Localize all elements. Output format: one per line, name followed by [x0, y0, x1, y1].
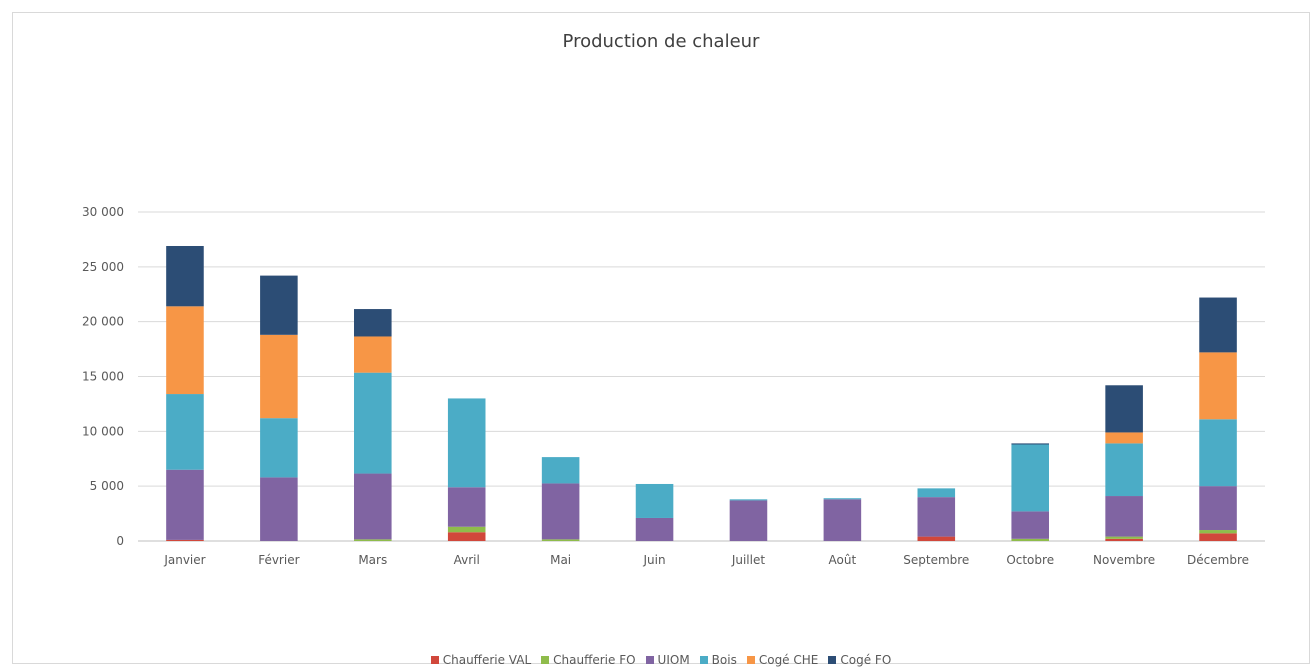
legend-swatch	[747, 656, 755, 664]
legend-swatch	[646, 656, 654, 664]
bar-segment	[1105, 537, 1143, 539]
x-tick-label: Juillet	[731, 553, 766, 567]
bar-segment	[542, 539, 580, 541]
bar-segment	[542, 483, 580, 539]
bar-segment	[166, 246, 204, 306]
bar-segment	[1199, 533, 1237, 541]
y-tick-label: 10 000	[82, 424, 124, 438]
bar-segment	[1199, 419, 1237, 486]
bar-segment	[1199, 298, 1237, 353]
bar-segment	[354, 309, 392, 336]
y-tick-label: 30 000	[82, 205, 124, 219]
legend-swatch	[700, 656, 708, 664]
bar-segment	[1105, 432, 1143, 443]
legend-item: Chaufferie VAL	[431, 653, 531, 667]
bar-segment	[1199, 530, 1237, 533]
x-tick-label: Février	[258, 553, 299, 567]
x-tick-label: Mars	[358, 553, 387, 567]
bar-segment	[260, 418, 298, 477]
legend-label: Cogé CHE	[759, 653, 819, 667]
x-tick-label: Décembre	[1187, 553, 1249, 567]
bar-segment	[1011, 539, 1049, 541]
bar-segment	[260, 276, 298, 335]
legend-label: Bois	[712, 653, 737, 667]
bar-segment	[1105, 539, 1143, 541]
bar-segment	[448, 527, 486, 532]
chart-legend: Chaufferie VAL Chaufferie FO UIOM Bois Cogé …	[13, 653, 1309, 667]
y-tick-label: 20 000	[82, 315, 124, 329]
bar-segment	[542, 457, 580, 483]
bar-segment	[1105, 385, 1143, 432]
bar-segment	[730, 500, 768, 541]
bar-segment	[166, 540, 204, 541]
legend-swatch	[828, 656, 836, 664]
bar-segment	[918, 497, 956, 536]
x-tick-label: Novembre	[1093, 553, 1155, 567]
bar-segment	[448, 487, 486, 526]
bar-segment	[354, 336, 392, 372]
legend-item: Chaufferie FO	[541, 653, 635, 667]
y-tick-label: 25 000	[82, 260, 124, 274]
bar-segment	[1011, 444, 1049, 511]
bar-segment	[824, 499, 862, 541]
y-tick-label: 5 000	[90, 479, 124, 493]
legend-label: UIOM	[658, 653, 690, 667]
legend-label: Chaufferie FO	[553, 653, 635, 667]
x-tick-label: Octobre	[1006, 553, 1054, 567]
bar-segment	[918, 537, 956, 541]
bar-segment	[260, 477, 298, 541]
bar-segment	[1011, 443, 1049, 444]
bar-segment	[354, 373, 392, 474]
x-tick-label: Janvier	[163, 553, 205, 567]
bar-segment	[448, 398, 486, 487]
bar-segment	[1199, 486, 1237, 530]
bar-segment	[166, 470, 204, 540]
bar-segment	[354, 539, 392, 541]
legend-swatch	[431, 656, 439, 664]
legend-item: Cogé FO	[828, 653, 891, 667]
legend-label: Cogé FO	[840, 653, 891, 667]
x-tick-label: Mai	[550, 553, 571, 567]
x-tick-label: Septembre	[903, 553, 969, 567]
x-tick-label: Août	[829, 553, 857, 567]
bar-segment	[730, 499, 768, 500]
bar-segment	[166, 394, 204, 470]
x-tick-label: Juin	[642, 553, 665, 567]
legend-label: Chaufferie VAL	[443, 653, 531, 667]
x-tick-label: Avril	[454, 553, 480, 567]
bar-segment	[166, 306, 204, 394]
bar-segment	[1199, 352, 1237, 419]
y-tick-label: 15 000	[82, 370, 124, 384]
bar-segment	[824, 498, 862, 499]
bar-segment	[260, 335, 298, 418]
legend-item: Bois	[700, 653, 737, 667]
bar-segment	[354, 474, 392, 540]
bar-segment	[1105, 443, 1143, 496]
bar-segment	[1105, 496, 1143, 537]
bar-segment	[636, 484, 674, 518]
bar-segment	[1011, 511, 1049, 538]
y-tick-label: 0	[116, 534, 124, 548]
legend-item: UIOM	[646, 653, 690, 667]
bar-segment	[918, 488, 956, 497]
bar-segment	[636, 518, 674, 541]
chart-plot: 0 5 000 10 000 15 000 20 000 25 000 30 000 Janv…	[13, 13, 1311, 665]
legend-swatch	[541, 656, 549, 664]
legend-item: Cogé CHE	[747, 653, 819, 667]
bar-segment	[448, 532, 486, 541]
